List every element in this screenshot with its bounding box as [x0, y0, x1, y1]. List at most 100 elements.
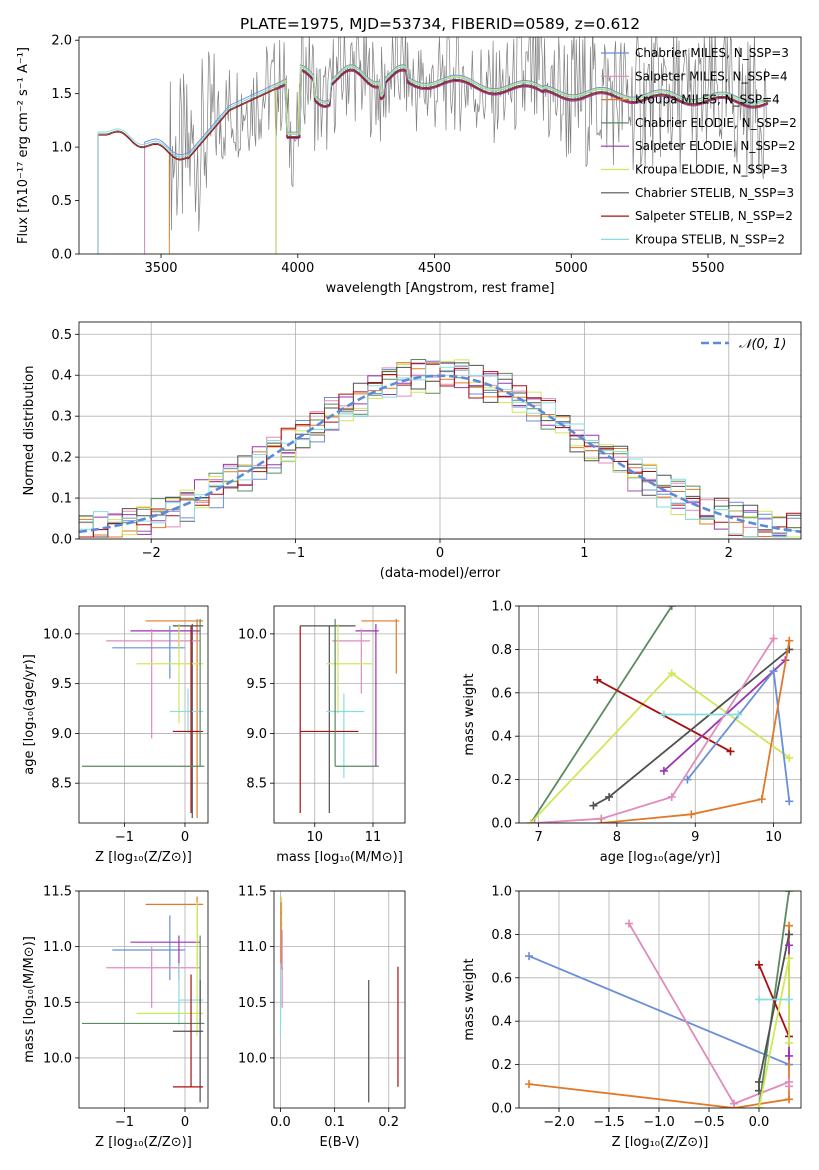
x-axis-label: E(B-V) — [319, 1135, 359, 1150]
model-line-5 — [109, 65, 769, 254]
weight-line-0 — [530, 606, 673, 823]
errorbar-point-2 — [355, 623, 379, 767]
y-tick-label: 0.4 — [51, 369, 72, 384]
legend-label: Salpeter MILES, N_SSP=4 — [635, 69, 788, 83]
x-axis-label: wavelength [Angstrom, rest frame] — [326, 281, 555, 296]
y-axis-label: mass weight — [462, 673, 477, 755]
y-tick-label: 0.5 — [51, 194, 72, 209]
y-tick-label: 10.0 — [43, 627, 72, 642]
weight-marker — [785, 954, 793, 963]
x-axis-label: age [log₁₀(age/yr)] — [600, 850, 721, 865]
errorbar-point-5 — [136, 623, 204, 724]
panel-mass-weight-vs-Z: −2.0 −1.5 −1.0 −0.5 0.0 0.0 0.2 0.4 0.6 0.8 1.0 Z [… — [462, 885, 802, 1150]
weight-marker — [769, 667, 778, 676]
errorbar-point-0 — [300, 625, 356, 814]
x-tick-label: −2.0 — [543, 1115, 575, 1130]
y-tick-label: 1.0 — [491, 885, 512, 900]
x-tick-label: −1.5 — [593, 1115, 625, 1130]
errorbar-point-4 — [112, 625, 185, 679]
legend-label: Salpeter STELIB, N_SSP=2 — [635, 209, 793, 223]
weight-marker — [755, 995, 763, 1004]
x-tick-label: −1 — [115, 1115, 134, 1130]
weight-marker — [785, 636, 794, 645]
x-tick-label: −0.5 — [693, 1115, 725, 1130]
axes-frame — [78, 890, 209, 1109]
weight-marker — [734, 710, 743, 719]
errorbar-point-1 — [361, 618, 400, 674]
tick-labels: −2 −1 0 1 2 0.0 0.1 0.2 0.3 0.4 0.5 — [51, 328, 733, 561]
y-tick-label: 0.2 — [491, 773, 512, 788]
y-tick-label: 0.2 — [491, 1058, 512, 1073]
x-tick-label: 0.1 — [324, 1115, 345, 1130]
axes-frame — [78, 321, 802, 540]
y-tick-label: 0.2 — [51, 451, 72, 466]
weight-marker — [785, 1095, 793, 1104]
weight-marker — [526, 819, 535, 823]
x-tick-label: 4500 — [418, 261, 451, 276]
weight-marker — [683, 775, 692, 784]
errorbar-point-5 — [397, 966, 399, 1087]
errorbar-point-5 — [326, 693, 365, 779]
plot-area — [79, 359, 801, 539]
legend-label: Kroupa MILES, N_SSP=4 — [635, 93, 780, 107]
axes-frame — [78, 36, 802, 255]
panel-spectrum: 3500 4000 4500 5000 5500 0.0 0.5 1.0 1.5 2.0 wavel… — [16, 34, 802, 296]
errorbar-point-7 — [172, 980, 204, 1103]
x-tick-label: 0.0 — [749, 1115, 770, 1130]
y-tick-label: 9.0 — [246, 727, 267, 742]
y-axis-label: Flux [fλ10⁻¹⁷ erg cm⁻² s⁻¹ A⁻¹] — [16, 47, 31, 244]
weight-marker — [785, 930, 793, 939]
legend: 𝒩(0, 1) — [701, 337, 786, 352]
weight-marker — [769, 634, 778, 643]
tick-labels: 7 8 9 10 0.0 0.2 0.4 0.6 0.8 1.0 — [491, 600, 782, 846]
weight-marker — [667, 669, 676, 678]
y-tick-label: 0.0 — [491, 817, 512, 832]
y-tick-label: 0.0 — [491, 1102, 512, 1117]
weight-marker — [687, 810, 696, 819]
x-tick-label: 5500 — [691, 261, 724, 276]
errorbar-point-0 — [145, 618, 204, 819]
errorbar-point-6 — [169, 688, 204, 734]
weight-marker — [785, 1082, 793, 1091]
weight-marker — [593, 675, 602, 684]
tick-marks — [270, 890, 390, 1112]
model-line-0 — [109, 64, 769, 254]
x-tick-label: 11 — [365, 830, 382, 845]
x-tick-label: 0.2 — [378, 1115, 399, 1130]
legend-label: Chabrier ELODIE, N_SSP=2 — [635, 116, 797, 130]
y-tick-label: 10.5 — [238, 996, 267, 1011]
weight-marker — [730, 1099, 738, 1108]
y-tick-label: 0.0 — [51, 248, 72, 263]
plot-area — [299, 618, 400, 814]
x-tick-label: 9 — [691, 830, 699, 845]
weight-marker — [525, 952, 533, 961]
errorbar-point-6 — [299, 625, 359, 814]
tick-labels: 3500 4000 4500 5000 5500 0.0 0.5 1.0 1.5 2.0 — [51, 34, 724, 276]
y-tick-label: 11.0 — [43, 940, 72, 955]
tick-marks — [75, 39, 709, 258]
weight-marker — [667, 792, 676, 801]
weight-marker — [785, 1038, 793, 1047]
weight-marker — [785, 921, 793, 930]
errorbar-point-4 — [326, 623, 373, 714]
y-axis-label: mass [log₁₀(M/M⊙)] — [22, 936, 37, 1063]
y-tick-label: 0.6 — [491, 686, 512, 701]
errorbar-point-1 — [280, 902, 283, 969]
model-line-8 — [97, 66, 768, 254]
x-tick-label: 1 — [580, 546, 588, 561]
weight-marker — [589, 801, 598, 810]
weight-line-5 — [534, 638, 775, 823]
x-tick-label: 0 — [181, 830, 189, 845]
y-tick-label: 0.5 — [51, 328, 72, 343]
y-tick-label: 0.1 — [51, 492, 72, 507]
x-axis-label: Z [log₁₀(Z/Z⊙)] — [612, 1135, 709, 1150]
weight-marker — [785, 941, 793, 950]
y-axis-label: age [log₁₀(age/yr)] — [22, 654, 37, 775]
y-tick-label: 0.8 — [491, 928, 512, 943]
y-tick-label: 0.6 — [491, 971, 512, 986]
plot-area — [525, 891, 793, 1108]
x-tick-label: 2 — [725, 546, 733, 561]
tick-labels: 0.0 0.1 0.2 10.0 10.5 11.0 11.5 — [238, 885, 399, 1131]
